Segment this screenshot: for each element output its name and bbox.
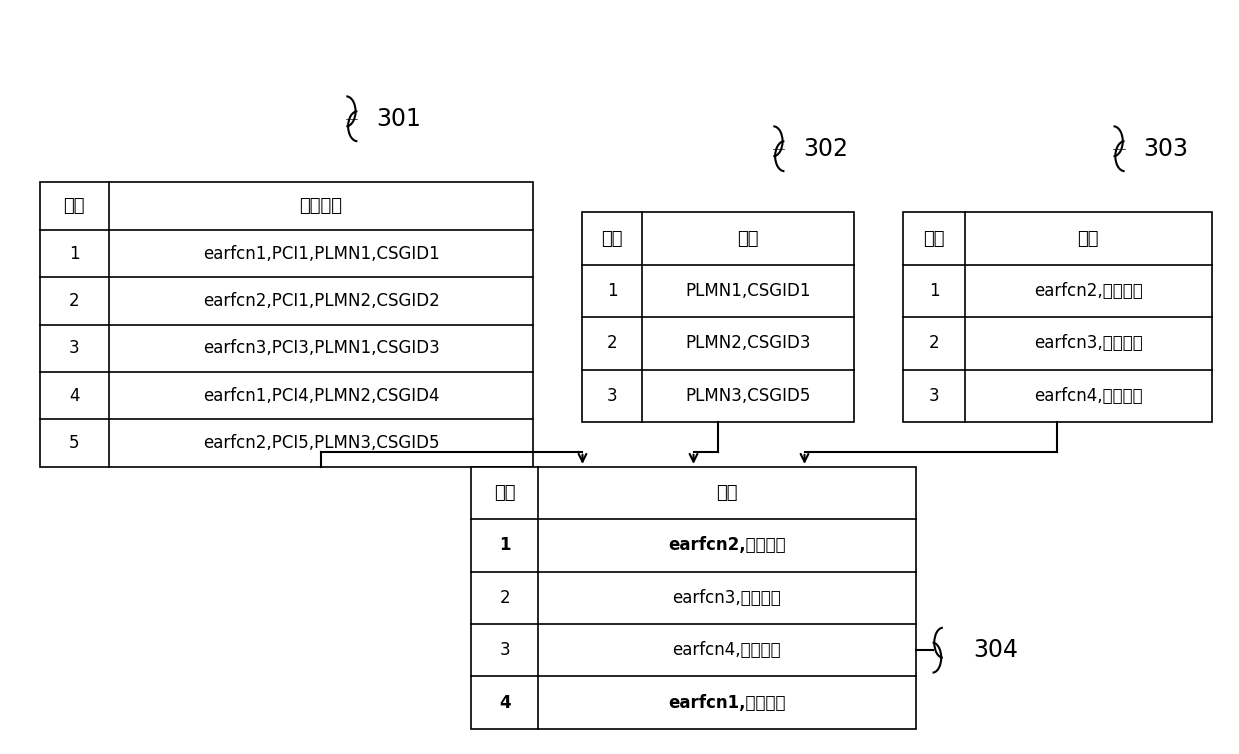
- Text: 4: 4: [69, 387, 79, 405]
- Text: 3: 3: [929, 387, 939, 405]
- Text: 序号: 序号: [494, 484, 515, 502]
- Text: 序号: 序号: [63, 197, 85, 215]
- Text: earfcn2,高优先级: earfcn2,高优先级: [668, 536, 786, 554]
- Text: 1: 1: [929, 282, 939, 300]
- Text: 1: 1: [69, 244, 79, 262]
- Text: 304: 304: [974, 638, 1018, 662]
- Text: 5: 5: [69, 434, 79, 452]
- Text: 3: 3: [69, 339, 79, 357]
- Text: earfcn4,低优先级: earfcn4,低优先级: [673, 641, 781, 659]
- Text: 3: 3: [607, 387, 618, 405]
- Text: 关键信息: 关键信息: [300, 197, 342, 215]
- Text: PLMN1,CSGID1: PLMN1,CSGID1: [685, 282, 810, 300]
- Text: earfcn3,等优先级: earfcn3,等优先级: [1033, 334, 1142, 352]
- Text: 2: 2: [929, 334, 939, 352]
- Text: earfcn2,PCI5,PLMN3,CSGID5: earfcn2,PCI5,PLMN3,CSGID5: [203, 434, 440, 452]
- Text: earfcn1,PCI1,PLMN1,CSGID1: earfcn1,PCI1,PLMN1,CSGID1: [203, 244, 440, 262]
- Text: 303: 303: [1144, 136, 1188, 161]
- Bar: [582, 213, 854, 422]
- Text: earfcn3,等优先级: earfcn3,等优先级: [673, 589, 781, 607]
- Text: 1: 1: [607, 282, 618, 300]
- Text: 3: 3: [499, 641, 510, 659]
- Text: earfcn2,PCI1,PLMN2,CSGID2: earfcn2,PCI1,PLMN2,CSGID2: [203, 292, 440, 310]
- Text: 2: 2: [499, 589, 510, 607]
- Text: earfcn4,低优先级: earfcn4,低优先级: [1033, 387, 1142, 405]
- Text: 2: 2: [69, 292, 79, 310]
- Text: 信息: 信息: [737, 229, 758, 247]
- Text: 301: 301: [377, 107, 421, 130]
- Text: earfcn3,PCI3,PLMN1,CSGID3: earfcn3,PCI3,PLMN1,CSGID3: [203, 339, 440, 357]
- Bar: [903, 213, 1212, 422]
- Text: PLMN2,CSGID3: PLMN2,CSGID3: [685, 334, 810, 352]
- Text: 信息: 信息: [716, 484, 737, 502]
- Text: 4: 4: [499, 694, 510, 712]
- Text: 2: 2: [607, 334, 618, 352]
- Bar: [472, 467, 916, 729]
- Text: 302: 302: [804, 136, 849, 161]
- Text: PLMN3,CSGID5: PLMN3,CSGID5: [685, 387, 810, 405]
- Text: earfcn1,高优先级: earfcn1,高优先级: [668, 694, 786, 712]
- Text: 信息: 信息: [1078, 229, 1099, 247]
- Text: 序号: 序号: [602, 229, 623, 247]
- Text: 1: 1: [499, 536, 510, 554]
- Text: 序号: 序号: [923, 229, 945, 247]
- Text: earfcn2,低优先级: earfcn2,低优先级: [1033, 282, 1142, 300]
- Text: earfcn1,PCI4,PLMN2,CSGID4: earfcn1,PCI4,PLMN2,CSGID4: [203, 387, 440, 405]
- Bar: [40, 182, 533, 467]
